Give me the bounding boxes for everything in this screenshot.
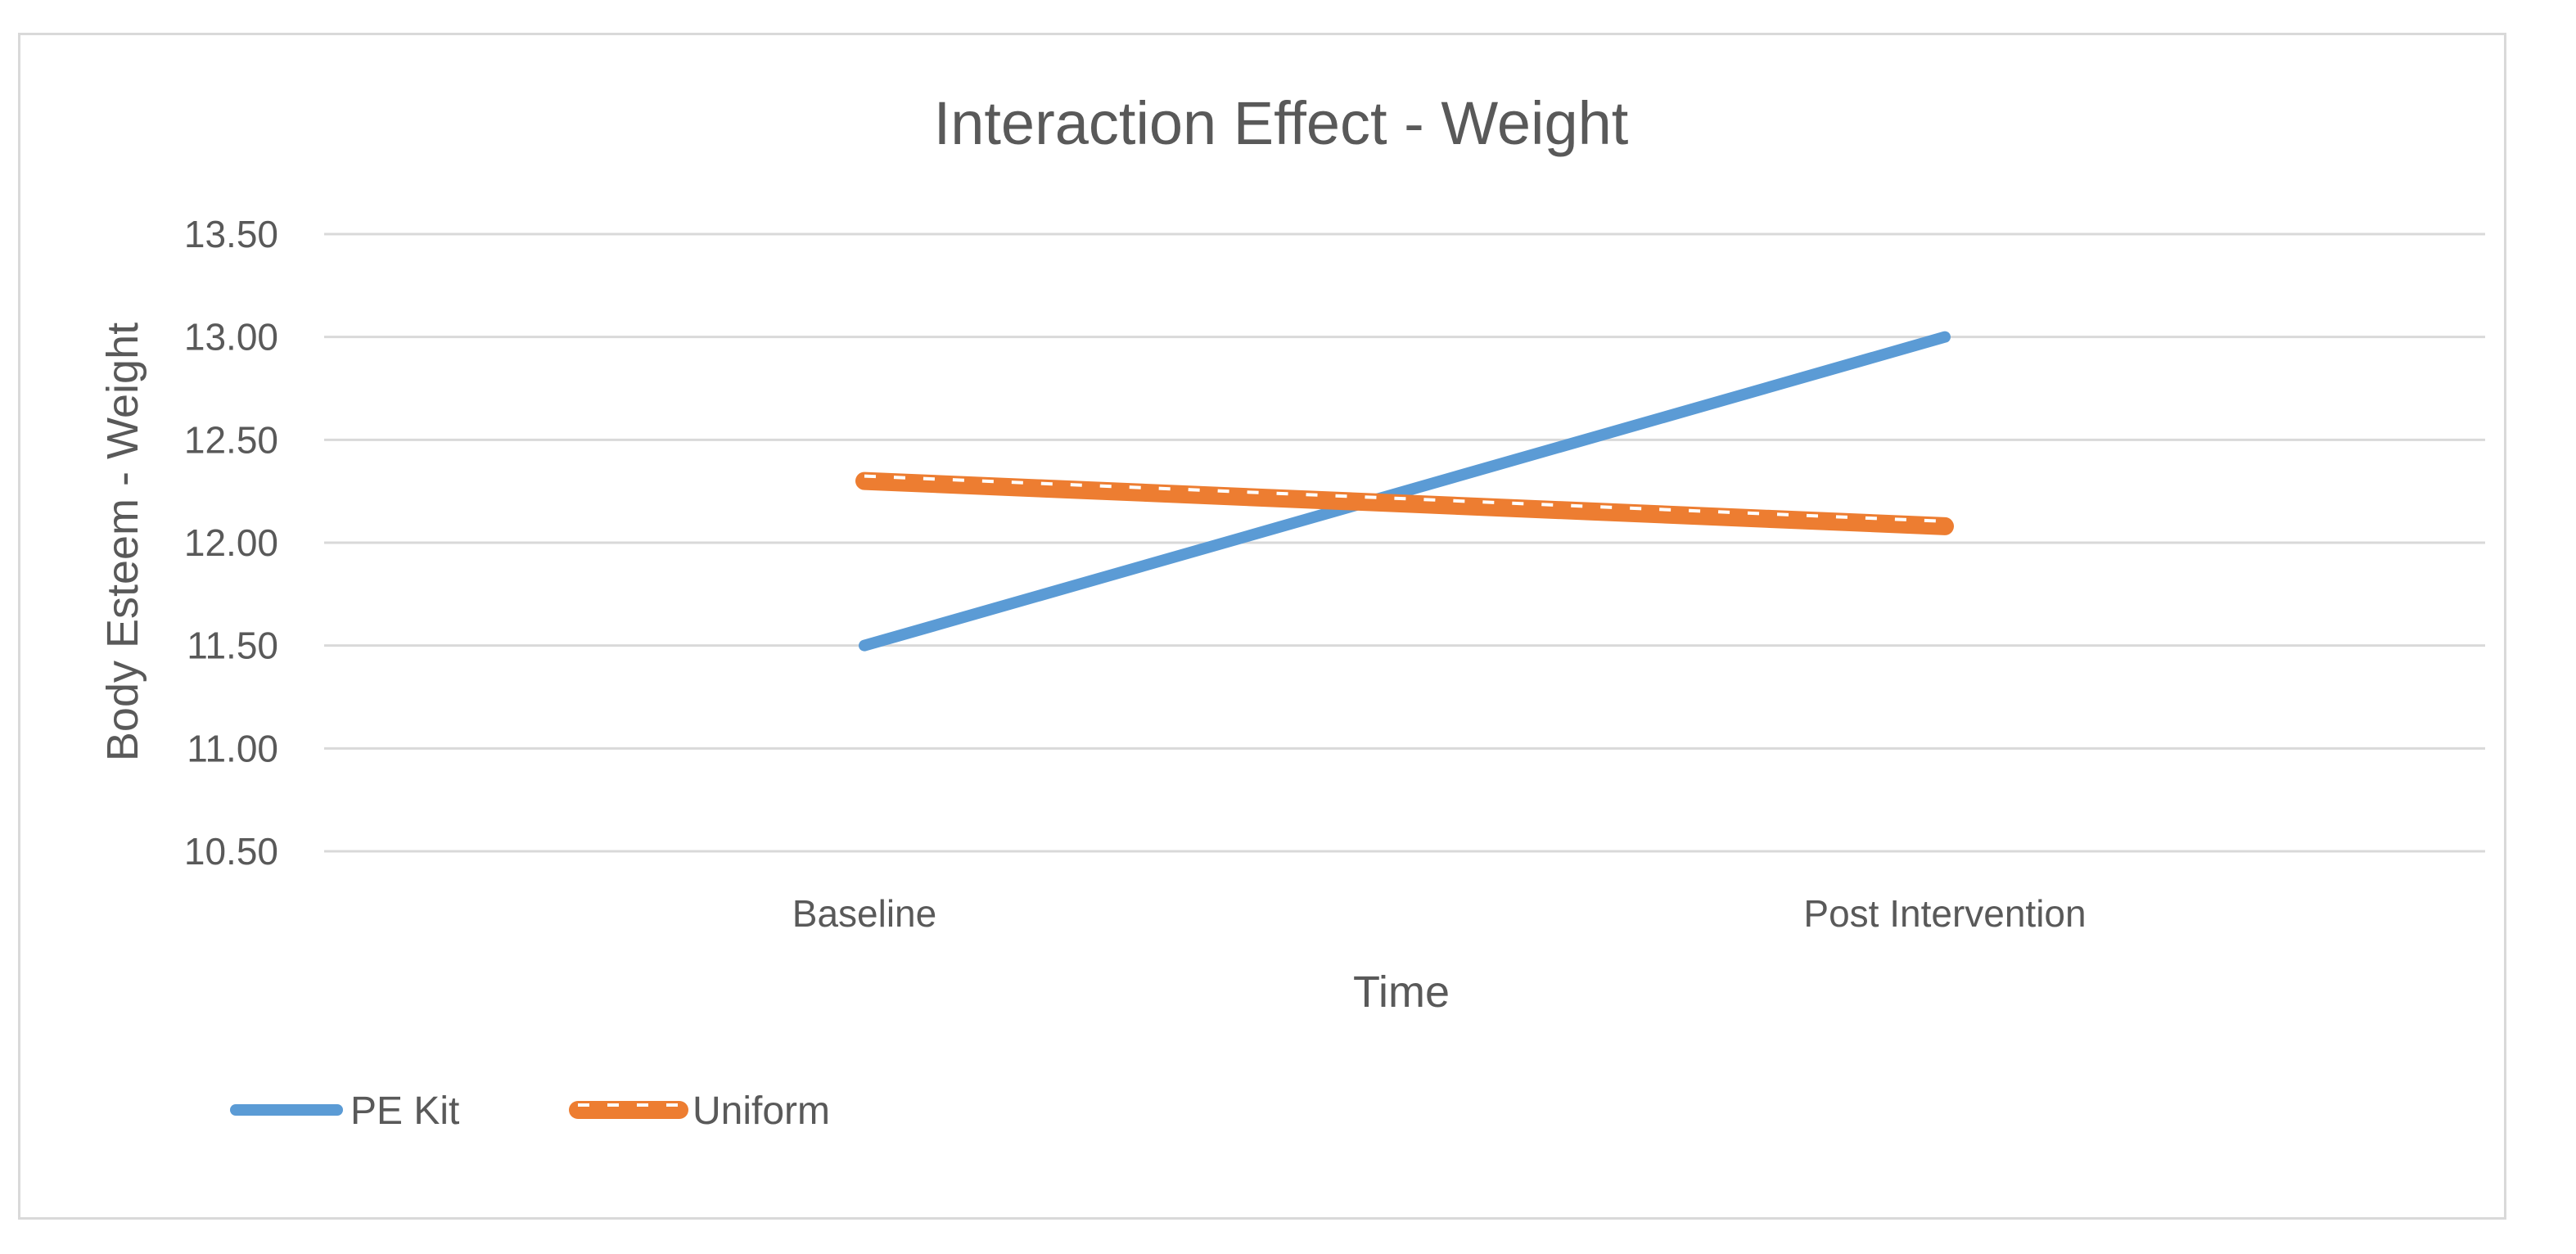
y-tick-label: 11.50 [187, 625, 278, 667]
x-category-label: Post Intervention [1803, 892, 2086, 935]
legend-label: PE Kit [350, 1089, 459, 1133]
x-category-label: Baseline [792, 892, 936, 935]
y-tick-label: 13.00 [184, 316, 278, 359]
y-tick-label: 12.00 [184, 521, 278, 564]
chart-frame [18, 33, 2506, 1220]
gridlines [324, 232, 2485, 853]
legend-label: Uniform [692, 1089, 830, 1133]
series-line-uniform [855, 471, 1954, 535]
series-line-pe-kit [859, 331, 1951, 652]
x-axis-title: Time [1353, 968, 1450, 1017]
y-axis-title: Body Esteem - Weight [98, 323, 147, 761]
legend: PE Kit Uniform [230, 1089, 830, 1133]
y-tick-label: 12.50 [184, 418, 278, 461]
chart-title: Interaction Effect - Weight [934, 89, 1629, 157]
x-axis-categories: Baseline Post Intervention [792, 892, 2087, 935]
y-axis-ticks: 10.50 11.00 11.50 12.00 12.50 13.00 13.50 [184, 213, 278, 873]
y-tick-label: 10.50 [184, 830, 278, 873]
y-tick-label: 13.50 [184, 213, 278, 255]
y-tick-label: 11.00 [187, 727, 278, 769]
series-lines [855, 331, 1954, 652]
series-line-uniform-dash [864, 474, 1946, 523]
